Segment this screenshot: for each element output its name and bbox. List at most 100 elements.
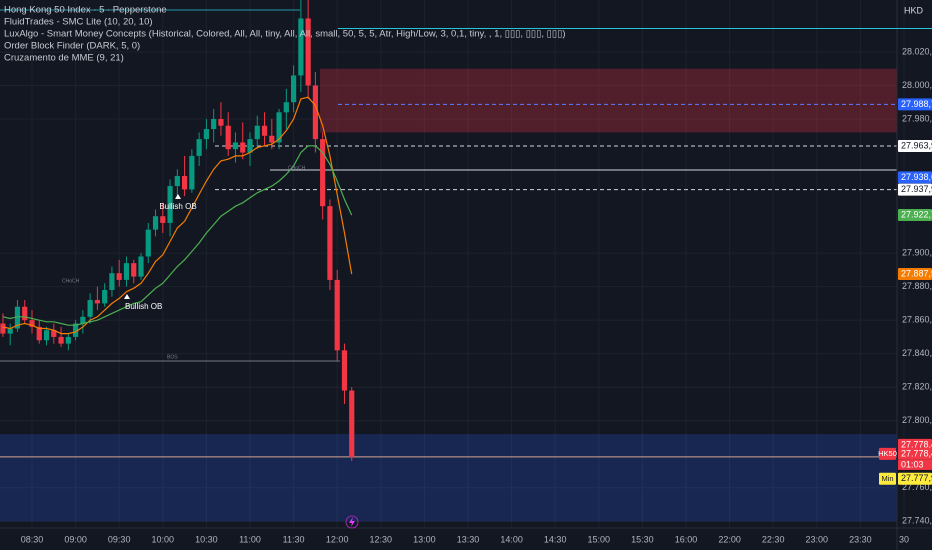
price-tag-box [879,447,896,460]
candle-body [240,142,246,153]
plot-area: Bullish OB Bullish OB BOS CHoCH CHoCH [0,0,897,522]
annotation: Bullish OB [125,302,162,311]
x-tick-label: 12:00 [326,534,349,544]
candle-body [109,273,115,290]
x-tick-label: 23:00 [806,534,829,544]
event-icon-bolt [349,517,355,527]
candle-body [87,300,93,317]
candle-body [51,330,57,337]
price-label-box [898,472,932,485]
candle-body [203,129,209,140]
candle-body [167,186,173,223]
candle-body [138,256,144,277]
price-label: 27.922,7 [901,209,932,219]
countdown-box [898,459,932,470]
x-tick-label: 15:30 [631,534,654,544]
x-tick-label: 13:00 [413,534,436,544]
legend-item: LuxAlgo - Smart Money Concepts (Historic… [4,29,566,40]
legend-item: Cruzamento de MME (9, 21) [4,53,124,64]
candle-body [276,112,282,143]
candle-body [36,326,42,341]
zone [320,68,897,133]
price-label: 27.938,6 [901,172,932,182]
candle-body [102,289,108,304]
y-tick-label: 27.760,0 [902,482,932,492]
marker [175,194,181,199]
candle-body [320,139,326,207]
currency: HKD [904,5,924,15]
y-tick-label: 28.000,0 [902,80,932,90]
countdown: 01:03 [901,459,924,469]
annotation: CHoCH [62,278,80,284]
ema-line [2,96,353,335]
candle-body [145,229,151,257]
annotation: Bullish OB [159,202,196,211]
x-tick-label: 10:00 [152,534,175,544]
candle-body [218,119,224,126]
price-label-box [898,447,932,460]
legend-item: Order Block Finder (DARK, 5, 0) [4,41,140,52]
grid [0,0,905,528]
candle-body [182,176,188,190]
x-tick-label: 16:00 [675,534,698,544]
x-tick-label: 13:30 [457,534,480,544]
price-label: 27.778,4 [901,448,932,458]
candle-body [247,139,253,153]
candle-body [305,18,311,86]
candle-body [123,263,130,280]
ema-line [2,145,353,326]
zone [0,434,897,522]
price-label: 27.777,9 [901,473,932,483]
y-tick-label: 27.840,0 [902,348,932,358]
candle-body [232,142,239,150]
candle-body [14,306,21,329]
price-label-box [898,268,932,281]
x-tick-label: 08:30 [21,534,44,544]
marker [124,294,130,299]
price-label-box [898,209,932,222]
candle-body [225,125,231,150]
x-tick-label: 15:00 [588,534,611,544]
annotation: BOS [167,354,178,360]
candle-body [349,390,355,457]
candle-body [341,350,348,391]
price-label-box [898,183,932,196]
price-label: 27.937,9 [901,184,932,194]
candle-body [0,323,6,334]
price-label-box [898,139,932,152]
x-tick-label: 14:30 [544,534,567,544]
legend-item: Hong Kong 50 Index · 5 · Pepperstone [4,5,167,16]
price-label: 27.988,7 [901,99,932,109]
candle-body [43,330,50,341]
y-tick-label: 27.820,0 [902,382,932,392]
event-icon[interactable] [345,515,359,529]
candle-body [73,323,79,337]
y-tick-label: 28.020,0 [902,46,932,56]
candle-body [312,85,318,140]
candle-body [211,119,217,130]
candle-body [189,155,195,190]
y-tick-label: 27.980,0 [902,113,932,123]
candle-body [58,336,64,344]
candle-body [160,216,166,223]
price-label: 27.887,5 [901,268,932,278]
candle-body [283,102,289,113]
price-tag: HK50 [878,449,897,458]
y-tick-label: 27.880,0 [902,281,932,291]
legend-item: FluidTrades - SMC Lite (10, 20, 10) [4,17,153,28]
candle-body [131,263,137,277]
candle-body [174,176,180,187]
y-tick-label: 27.740,0 [902,516,932,526]
candle-body [334,279,340,351]
y-tick-label: 27.860,0 [902,315,932,325]
x-tick-label: 23:30 [849,534,872,544]
legend: Hong Kong 50 Index · 5 · Pepperstone Flu… [4,5,566,64]
x-tick-label: 14:00 [500,534,523,544]
candle-body [327,206,333,280]
x-tick-label: 30 [899,534,909,544]
x-tick-label: 12:30 [370,534,393,544]
candle-body [94,300,100,304]
candle-body [269,135,275,143]
candle-body [152,216,159,230]
